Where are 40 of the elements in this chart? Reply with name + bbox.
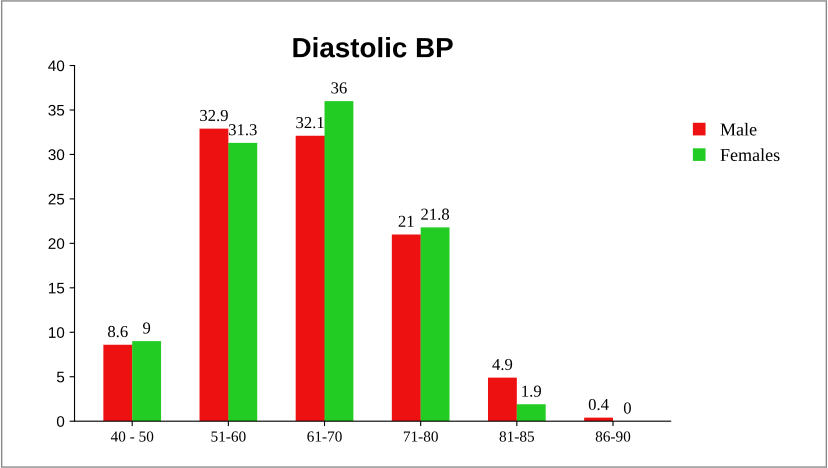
data-label: 36	[331, 82, 347, 94]
y-tick-label: 25	[48, 194, 64, 205]
bar	[296, 136, 325, 422]
data-label: 1.9	[522, 386, 541, 397]
data-label: 9	[143, 322, 150, 334]
y-tick-label: 5	[56, 372, 64, 382]
legend-label: Females	[720, 148, 780, 162]
data-label: 0	[624, 402, 631, 414]
chart-title: Diastolic BP	[293, 37, 453, 58]
data-label: 31.3	[229, 124, 257, 136]
bar	[516, 404, 546, 422]
bar	[420, 227, 450, 422]
bar	[488, 378, 517, 422]
bar	[392, 234, 421, 422]
bar	[200, 128, 228, 422]
data-label: 21.8	[421, 208, 450, 220]
x-tick-label: 61-70	[307, 431, 342, 442]
y-tick-label: 30	[48, 149, 64, 160]
data-label: 21	[398, 216, 414, 227]
x-tick-label: 71-80	[404, 431, 438, 442]
data-label: 32.9	[200, 110, 228, 122]
bar	[324, 101, 354, 422]
x-tick-label: 51-60	[211, 431, 246, 442]
y-tick-label: 40	[48, 60, 64, 72]
x-tick-label: 86-90	[596, 431, 630, 442]
y-tick-label: 10	[48, 327, 64, 338]
y-tick-label: 35	[48, 104, 64, 116]
data-label: 4.9	[492, 358, 512, 370]
x-tick-label: 81-85	[500, 431, 534, 442]
bar	[103, 344, 132, 422]
legend-label: Male	[720, 122, 756, 136]
y-tick-label: 20	[48, 238, 64, 250]
x-tick-label: 40 - 50	[110, 431, 154, 442]
y-tick-label: 15	[48, 282, 64, 294]
y-tick-label: 0	[56, 416, 64, 427]
bar	[228, 142, 258, 422]
data-label: 0.4	[588, 398, 609, 410]
data-label: 32.1	[296, 117, 324, 128]
bar	[132, 341, 162, 422]
data-label: 8.6	[108, 326, 128, 338]
